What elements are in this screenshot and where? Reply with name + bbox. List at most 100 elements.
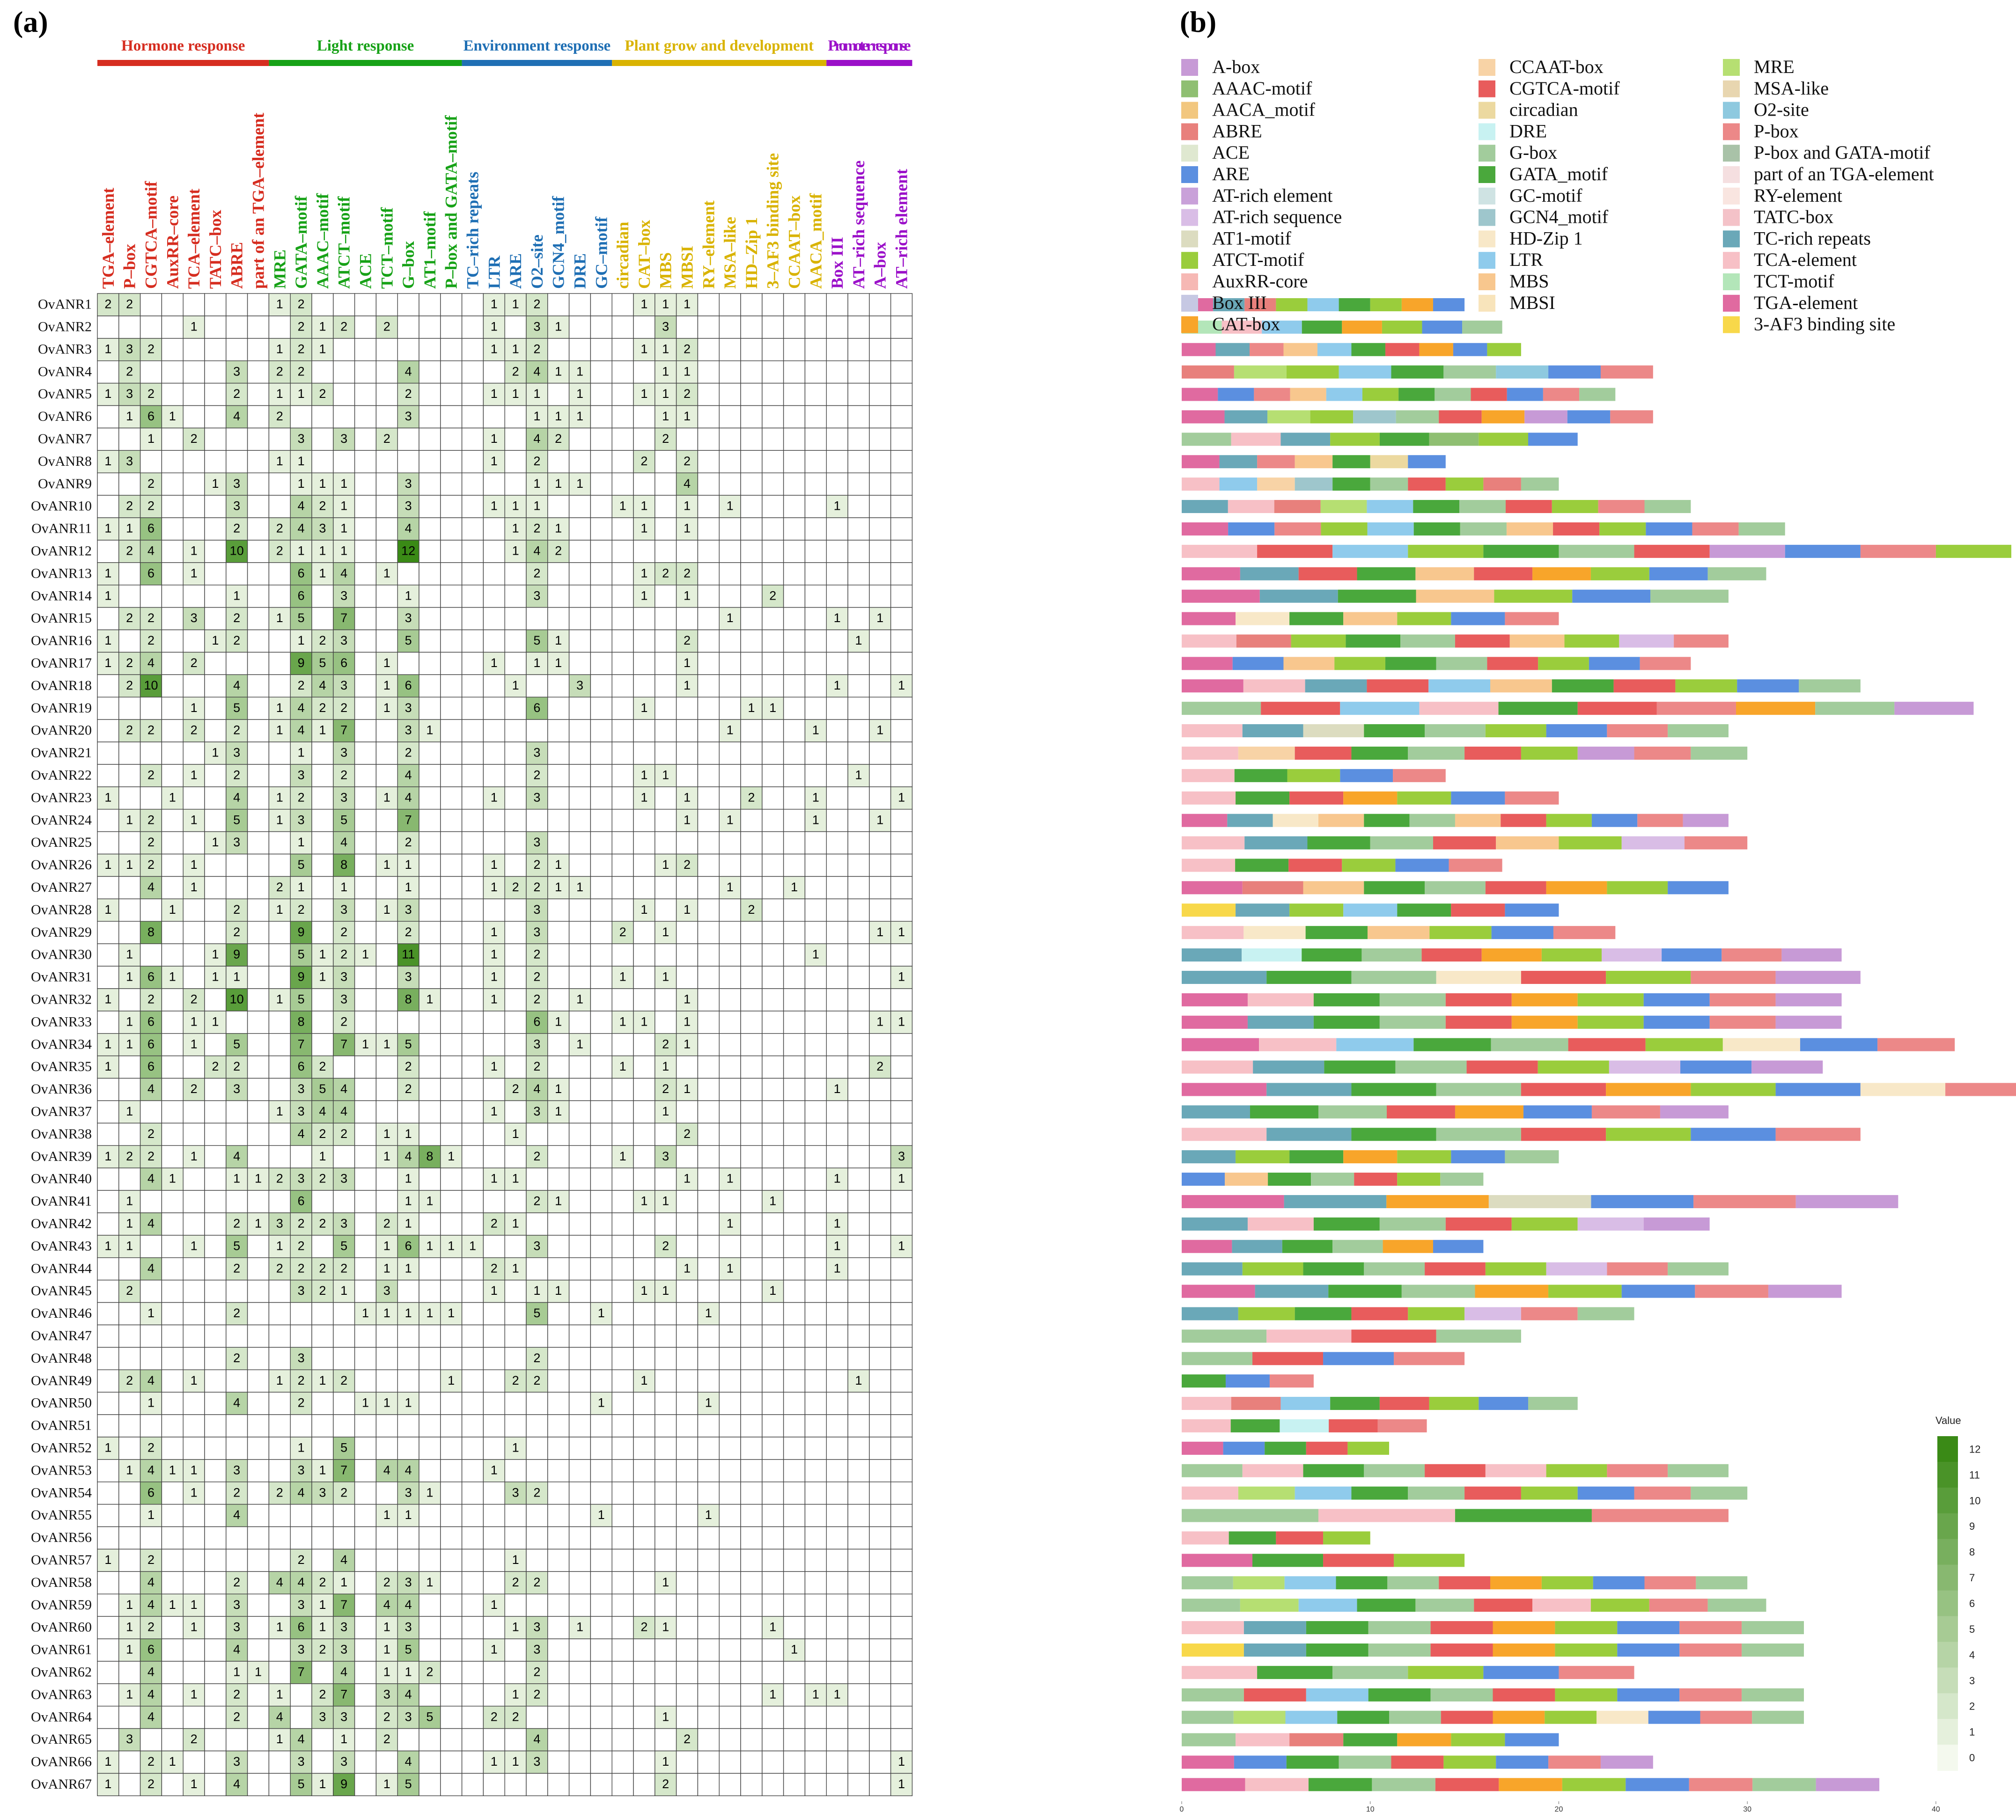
heatmap-cell xyxy=(226,1616,248,1639)
heatmap-cell xyxy=(869,1459,891,1482)
cell-value: 2 xyxy=(512,1710,519,1724)
cell-value: 4 xyxy=(147,656,155,670)
heatmap-cell xyxy=(397,1257,419,1281)
heatmap-cell xyxy=(333,1481,355,1505)
bar-segment xyxy=(1511,993,1578,1006)
heatmap-cell xyxy=(440,853,463,877)
cell-value: 1 xyxy=(383,1777,390,1791)
heatmap-cell xyxy=(97,921,119,944)
heatmap-cell xyxy=(890,293,913,316)
heatmap-cell xyxy=(762,898,784,922)
cell-value: 1 xyxy=(555,656,562,670)
heatmap-cell xyxy=(547,1055,570,1079)
heatmap-cell xyxy=(655,1414,677,1438)
heatmap-cell xyxy=(890,1616,913,1639)
heatmap-cell xyxy=(375,1279,398,1303)
heatmap-cell xyxy=(740,1078,763,1101)
heatmap-cell xyxy=(869,1212,891,1236)
cell-value: 3 xyxy=(405,1485,412,1499)
bar-segment xyxy=(1233,1576,1285,1590)
bar-segment xyxy=(1367,522,1414,536)
heatmap-cell xyxy=(226,1167,248,1191)
cell-value: 1 xyxy=(555,1104,562,1118)
heatmap-cell xyxy=(247,1145,270,1168)
heatmap-cell xyxy=(354,1750,377,1774)
cell-value: 2 xyxy=(147,768,155,782)
heatmap-cell xyxy=(740,1279,763,1303)
heatmap-cell xyxy=(804,1347,827,1370)
heatmap-cell xyxy=(204,1235,227,1258)
heatmap-cell xyxy=(655,898,677,922)
heatmap-cell xyxy=(526,719,548,742)
bar-segment xyxy=(1496,836,1559,850)
heatmap-cell xyxy=(740,382,763,406)
heatmap-cell xyxy=(354,1638,377,1662)
cell-value: 1 xyxy=(834,1239,841,1253)
bar-segment xyxy=(1408,1486,1465,1500)
bar-segment xyxy=(1343,1150,1398,1164)
bar-segment xyxy=(1425,1464,1486,1477)
cell-value: 3 xyxy=(405,701,412,715)
cell-value: 1 xyxy=(662,387,669,401)
bar-segment xyxy=(1343,791,1398,805)
heatmap-cell xyxy=(568,764,591,787)
heatmap-cell xyxy=(762,382,784,406)
heatmap-cell xyxy=(397,382,419,406)
heatmap-cell xyxy=(97,360,119,384)
heatmap-cell xyxy=(161,652,184,675)
heatmap-cell xyxy=(247,1728,270,1752)
heatmap-cell xyxy=(483,808,505,832)
bar-segment xyxy=(1368,1643,1431,1657)
cell-value: 3 xyxy=(898,1149,905,1163)
heatmap-cell xyxy=(483,1750,505,1774)
cell-value: 4 xyxy=(340,835,347,849)
cell-value: 2 xyxy=(298,1396,305,1410)
cell-value: 4 xyxy=(684,477,691,491)
bar-segment xyxy=(1475,1284,1549,1298)
bar-segment xyxy=(1291,634,1346,648)
heatmap-cell xyxy=(633,1414,655,1438)
cell-value: 1 xyxy=(383,1149,390,1163)
heatmap-cell xyxy=(869,316,891,339)
heatmap-cell xyxy=(826,1638,848,1662)
legend-label: TCT-motif xyxy=(1754,271,1835,292)
cell-value: 1 xyxy=(684,588,691,602)
bar-segment xyxy=(1524,410,1567,424)
bar-segment xyxy=(1182,836,1245,850)
cell-value: 1 xyxy=(169,1172,176,1186)
heatmap-cell xyxy=(568,1705,591,1729)
cell-value: 2 xyxy=(684,566,691,580)
cell-value: 10 xyxy=(144,678,158,692)
bar-segment xyxy=(1649,567,1708,580)
heatmap-cell xyxy=(504,293,527,316)
heatmap-cell xyxy=(847,1481,870,1505)
bar-segment xyxy=(1364,881,1425,895)
heatmap-cell xyxy=(547,1571,570,1594)
heatmap-cell xyxy=(419,1392,441,1415)
heatmap-cell xyxy=(483,562,505,586)
bar-segment xyxy=(1397,612,1451,625)
heatmap-cell xyxy=(97,674,119,697)
cell-value: 1 xyxy=(834,1261,841,1275)
heatmap-cell xyxy=(804,338,827,361)
cell-value: 2 xyxy=(533,1059,540,1073)
heatmap-cell xyxy=(311,427,334,451)
heatmap-cell xyxy=(183,1437,205,1460)
heatmap-cell xyxy=(568,719,591,742)
legend-swatch xyxy=(1723,80,1740,97)
bar-segment xyxy=(1493,1621,1555,1635)
heatmap-cell xyxy=(354,584,377,608)
colorbar-tick-label: 2 xyxy=(1969,1701,1975,1712)
heatmap-cell xyxy=(461,1504,484,1527)
cell-value: 3 xyxy=(340,678,347,692)
heatmap-cell xyxy=(568,1347,591,1370)
bar-segment xyxy=(1945,1083,2016,1096)
heatmap-cell xyxy=(140,562,162,586)
bar-segment xyxy=(1408,1307,1465,1321)
heatmap-cell xyxy=(461,1548,484,1572)
bar-segment xyxy=(1383,1240,1433,1253)
heatmap-cell xyxy=(311,876,334,900)
cell-value: 7 xyxy=(340,1463,347,1477)
cell-value: 1 xyxy=(555,364,562,378)
heatmap-cell xyxy=(697,1257,720,1281)
